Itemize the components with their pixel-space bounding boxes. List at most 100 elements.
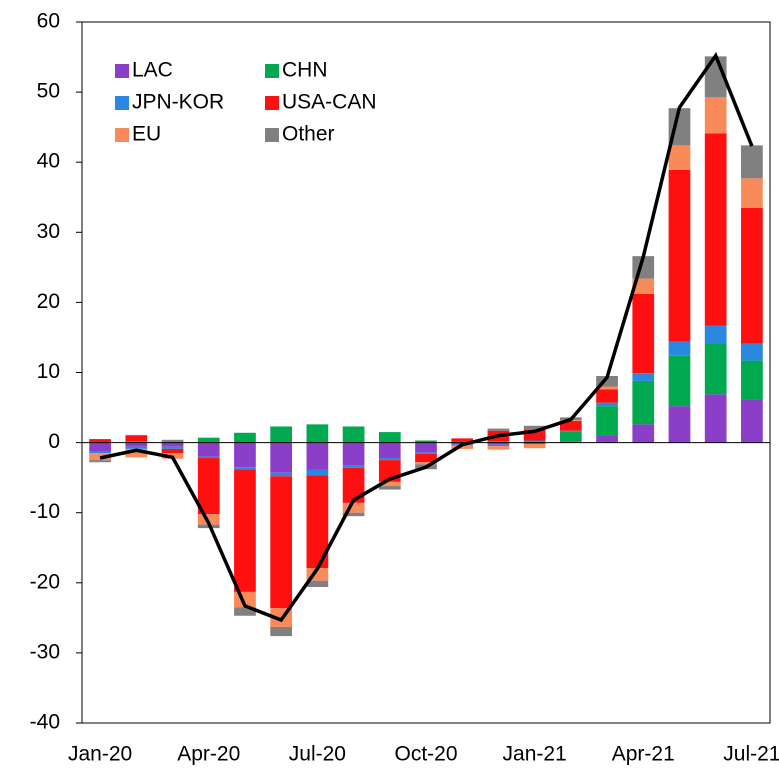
- bar-segment: [234, 607, 256, 616]
- bar-segment: [270, 426, 293, 443]
- bar-segment: [415, 440, 437, 443]
- bar-segment: [234, 442, 256, 468]
- bar-segment: [197, 442, 220, 457]
- bar-segment: [415, 453, 437, 463]
- total-line: [99, 51, 754, 623]
- legend-swatch: [115, 128, 129, 142]
- legend-swatch: [265, 96, 279, 110]
- legend-label: USA-CAN: [282, 91, 377, 114]
- bar-segment: [704, 394, 727, 443]
- bar-segment: [234, 469, 256, 592]
- bar-segment: [234, 432, 256, 443]
- bar-segment: [487, 442, 510, 445]
- bar-segment: [668, 145, 691, 170]
- bar-segment: [342, 426, 365, 443]
- bar-segment: [125, 434, 148, 436]
- bar-segment: [596, 386, 618, 390]
- bar-segment: [342, 465, 365, 468]
- bar-segment: [125, 446, 148, 449]
- bar-segment: [559, 430, 582, 432]
- bar-segment: [596, 402, 618, 407]
- bar-segment: [704, 133, 727, 326]
- bar-segment: [342, 512, 365, 517]
- bar-segment: [632, 373, 655, 381]
- bar-segment: [306, 475, 329, 569]
- bar-segment: [306, 442, 329, 470]
- legend-label: EU: [132, 123, 161, 146]
- bar-segment: [378, 458, 401, 461]
- bar-segment: [89, 442, 111, 452]
- x-tick-label: Jul-20: [289, 743, 346, 766]
- legend-label: LAC: [132, 59, 173, 82]
- legend-label: Other: [282, 123, 335, 146]
- bar-segment: [596, 376, 618, 387]
- bar-segment: [704, 325, 727, 344]
- y-tick-label: 0: [48, 430, 60, 453]
- bar-segment: [197, 458, 220, 515]
- legend-label: JPN-KOR: [132, 91, 224, 114]
- legend-swatch: [115, 64, 129, 78]
- x-tick-label: Apr-20: [177, 743, 240, 766]
- bar-segment: [632, 278, 655, 294]
- bar-segment: [632, 424, 655, 443]
- bar-segment: [197, 456, 220, 459]
- bar-segment: [125, 441, 148, 443]
- bar-segment: [523, 425, 546, 430]
- y-tick-label: -10: [30, 500, 60, 523]
- x-tick-label: Oct-20: [394, 743, 457, 766]
- bar-segment: [741, 145, 763, 179]
- bar-segment: [342, 467, 365, 503]
- x-tick-label: Jul-21: [723, 743, 779, 766]
- bar-segment: [523, 441, 546, 443]
- y-tick-label: 20: [37, 290, 60, 313]
- bar-segment: [741, 343, 763, 361]
- x-tick-label: Jan-21: [503, 743, 567, 766]
- bar-segment: [197, 514, 220, 525]
- bar-segment: [415, 452, 437, 454]
- bar-segment: [89, 451, 111, 454]
- bar-segment: [668, 169, 691, 342]
- y-tick-label: 60: [37, 10, 60, 33]
- legend-swatch: [265, 128, 279, 142]
- bar-segment: [161, 439, 184, 442]
- bar-segment: [559, 420, 582, 431]
- x-tick-label: Jan-20: [68, 743, 132, 766]
- bar-segment: [125, 442, 148, 447]
- x-tick-label: Apr-21: [612, 743, 675, 766]
- bar-segment: [451, 438, 474, 442]
- legend-swatch: [115, 96, 129, 110]
- bar-segment: [741, 360, 763, 400]
- y-tick-label: -20: [30, 570, 60, 593]
- bar-segment: [704, 343, 727, 395]
- bar-segment: [342, 442, 365, 466]
- bar-segment: [89, 460, 111, 463]
- bar-segment: [161, 441, 184, 443]
- bar-segment: [596, 406, 618, 436]
- y-tick-label: -30: [30, 640, 60, 663]
- legend-label: CHN: [282, 59, 328, 82]
- bar-segment: [415, 442, 437, 453]
- bar-segment: [125, 435, 148, 442]
- bar-segment: [306, 580, 329, 588]
- bar-segment: [234, 467, 256, 470]
- bar-segment: [487, 444, 510, 447]
- bar-segment: [741, 207, 763, 344]
- y-tick-label: 40: [37, 150, 60, 173]
- bar-segment: [161, 442, 184, 447]
- bar-segment: [378, 481, 401, 487]
- y-tick-label: 50: [37, 80, 60, 103]
- bar-segment: [378, 432, 401, 443]
- bar-segment: [523, 442, 546, 445]
- bar-segment: [270, 442, 293, 473]
- bar-segment: [378, 486, 401, 490]
- bar-segment: [451, 445, 474, 449]
- bar-segment: [487, 441, 510, 443]
- bar-segment: [596, 435, 618, 443]
- bar-segment: [668, 355, 691, 407]
- bar-segment: [270, 476, 293, 609]
- legend-swatch: [265, 64, 279, 78]
- bar-segment: [487, 428, 510, 431]
- y-tick-label: 10: [37, 360, 60, 383]
- bar-segment: [161, 448, 184, 454]
